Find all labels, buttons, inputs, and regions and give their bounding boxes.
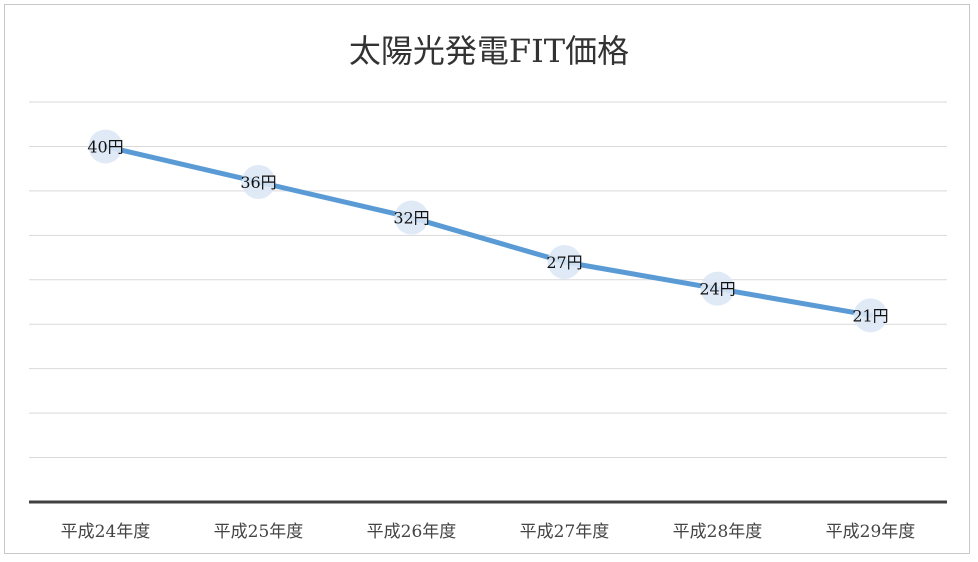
x-tick-label: 平成24年度 — [61, 522, 151, 542]
data-label: 36円 — [240, 173, 276, 192]
line-chart: 太陽光発電FIT価格 40円 36円 32円 27円 24円 21円 平成24年度 平成25… — [29, 32, 947, 542]
data-point — [853, 298, 888, 333]
series-line — [103, 143, 873, 318]
data-label: 24円 — [699, 280, 735, 299]
x-tick-label: 平成25年度 — [214, 522, 304, 542]
data-label: 40円 — [87, 137, 123, 156]
data-point — [547, 245, 582, 279]
data-labels: 40円 36円 32円 27円 24円 21円 — [87, 137, 888, 325]
x-tick-label: 平成26年度 — [367, 522, 457, 542]
data-point — [394, 200, 429, 235]
x-tick-label: 平成28年度 — [673, 522, 763, 542]
x-tick-labels: 平成24年度 平成25年度 平成26年度 平成27年度 平成28年度 平成29年度 — [61, 522, 916, 542]
data-label: 27円 — [546, 253, 582, 272]
x-tick-label: 平成29年度 — [826, 522, 916, 542]
grid-lines — [29, 101, 947, 459]
chart-title: 太陽光発電FIT価格 — [349, 32, 629, 70]
data-point — [88, 129, 123, 164]
x-tick-label: 平成27年度 — [520, 522, 610, 542]
data-point — [241, 165, 276, 199]
data-point — [700, 271, 735, 306]
series — [103, 143, 873, 318]
markers — [88, 129, 888, 333]
data-label: 21円 — [852, 306, 888, 325]
chart-frame: 太陽光発電FIT価格 40円 36円 32円 27円 24円 21円 平成24年度 平成25… — [4, 4, 970, 554]
data-label: 32円 — [393, 209, 429, 228]
